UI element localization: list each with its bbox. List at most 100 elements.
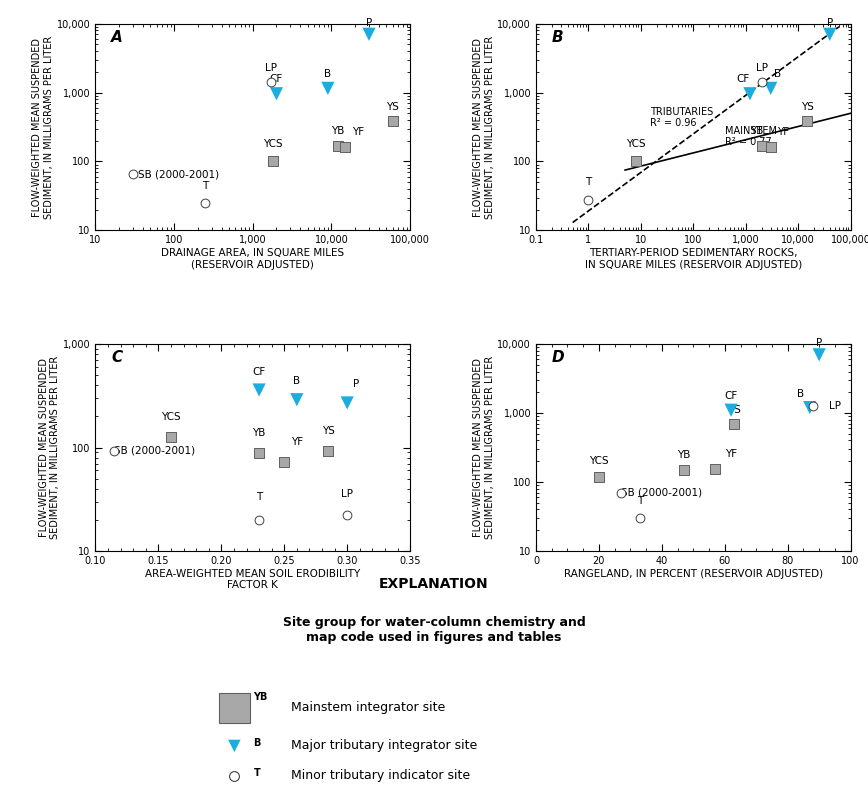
- Text: A: A: [111, 30, 123, 45]
- Point: [126, 168, 140, 181]
- Text: SB (2000-2001): SB (2000-2001): [115, 445, 195, 456]
- Point: [277, 456, 291, 468]
- Point: [708, 463, 722, 475]
- Point: [253, 513, 266, 526]
- Point: [800, 114, 814, 127]
- Point: [724, 404, 738, 416]
- Point: [290, 394, 304, 406]
- Y-axis label: FLOW-WEIGHTED MEAN SUSPENDED
SEDIMENT, IN MILLIGRAMS PER LITER: FLOW-WEIGHTED MEAN SUSPENDED SEDIMENT, I…: [32, 35, 54, 219]
- Point: [321, 445, 335, 457]
- Text: YS: YS: [322, 426, 335, 436]
- Text: YS: YS: [386, 102, 399, 112]
- Point: [362, 28, 376, 41]
- Point: [164, 431, 178, 444]
- Y-axis label: FLOW-WEIGHTED MEAN SUSPENDED
SEDIMENT, IN MILLIGRAMS PER LITER: FLOW-WEIGHTED MEAN SUSPENDED SEDIMENT, I…: [473, 35, 495, 219]
- Text: TRIBUTARIES: TRIBUTARIES: [650, 106, 713, 116]
- Text: YCS: YCS: [626, 139, 646, 150]
- Text: CF: CF: [253, 367, 266, 376]
- Text: T: T: [585, 177, 592, 187]
- Text: P: P: [826, 17, 833, 28]
- Point: [614, 486, 628, 499]
- Text: R² = 0.77: R² = 0.77: [725, 137, 772, 146]
- Text: Minor tributary indicator site: Minor tributary indicator site: [291, 769, 470, 782]
- Point: [812, 349, 826, 361]
- Text: B: B: [325, 68, 332, 79]
- X-axis label: AREA-WEIGHTED MEAN SOIL ERODIBILITY
FACTOR K: AREA-WEIGHTED MEAN SOIL ERODIBILITY FACT…: [145, 568, 360, 590]
- Text: YB: YB: [331, 125, 345, 135]
- Text: YB: YB: [750, 125, 763, 135]
- Text: D: D: [552, 350, 564, 365]
- Text: T: T: [202, 181, 208, 190]
- Point: [385, 114, 399, 127]
- Point: [764, 141, 778, 153]
- X-axis label: DRAINAGE AREA, IN SQUARE MILES
(RESERVOIR ADJUSTED): DRAINAGE AREA, IN SQUARE MILES (RESERVOI…: [161, 248, 345, 270]
- Point: [803, 401, 817, 414]
- Point: [227, 740, 241, 752]
- Bar: [219, 693, 250, 723]
- Point: [270, 87, 284, 100]
- Point: [199, 197, 213, 209]
- Point: [339, 141, 352, 153]
- Text: LP: LP: [829, 401, 840, 412]
- Text: EXPLANATION: EXPLANATION: [379, 577, 489, 591]
- Point: [592, 470, 606, 482]
- Point: [754, 76, 768, 89]
- Text: C: C: [111, 350, 122, 365]
- Point: [628, 154, 642, 167]
- Text: CF: CF: [737, 74, 750, 83]
- Text: LP: LP: [755, 64, 767, 73]
- Point: [727, 417, 741, 430]
- Text: YF: YF: [352, 127, 364, 137]
- Text: Major tributary integrator site: Major tributary integrator site: [291, 740, 477, 752]
- Point: [340, 509, 354, 522]
- Text: MAINSTEM: MAINSTEM: [725, 126, 777, 136]
- Text: Mainstem integrator site: Mainstem integrator site: [291, 700, 445, 714]
- Point: [331, 139, 345, 152]
- X-axis label: RANGELAND, IN PERCENT (RESERVOIR ADJUSTED): RANGELAND, IN PERCENT (RESERVOIR ADJUSTE…: [563, 568, 823, 578]
- Point: [266, 154, 279, 167]
- Text: YF: YF: [291, 437, 303, 446]
- Text: YB: YB: [253, 428, 266, 438]
- Point: [253, 447, 266, 460]
- Text: P: P: [816, 338, 822, 348]
- Text: LP: LP: [265, 64, 277, 73]
- Point: [677, 464, 691, 476]
- Point: [764, 82, 778, 94]
- Text: CF: CF: [725, 391, 738, 401]
- Point: [253, 384, 266, 397]
- Text: YB: YB: [253, 693, 268, 702]
- Text: CF: CF: [270, 74, 283, 84]
- Point: [264, 76, 278, 89]
- Text: P: P: [353, 379, 359, 390]
- Point: [743, 87, 757, 100]
- Point: [582, 194, 595, 206]
- Text: YS: YS: [727, 405, 740, 415]
- Y-axis label: FLOW-WEIGHTED MEAN SUSPENDED
SEDIMENT, IN MILLIGRAMS PER LITER: FLOW-WEIGHTED MEAN SUSPENDED SEDIMENT, I…: [473, 356, 495, 539]
- Text: YCS: YCS: [161, 412, 181, 423]
- Point: [823, 28, 837, 41]
- Text: T: T: [253, 767, 260, 778]
- Y-axis label: FLOW-WEIGHTED MEAN SUSPENDED
SEDIMENT, IN MILLIGRAMS PER LITER: FLOW-WEIGHTED MEAN SUSPENDED SEDIMENT, I…: [38, 356, 60, 539]
- Point: [340, 397, 354, 409]
- Text: SB (2000-2001): SB (2000-2001): [621, 488, 702, 497]
- Text: P: P: [366, 17, 372, 28]
- Text: YB: YB: [677, 449, 691, 460]
- Text: B: B: [293, 376, 300, 386]
- Text: SB (2000-2001): SB (2000-2001): [138, 169, 220, 179]
- Text: T: T: [637, 496, 643, 506]
- Text: YS: YS: [801, 102, 814, 112]
- Text: YCS: YCS: [589, 456, 608, 467]
- X-axis label: TERTIARY-PERIOD SEDIMENTARY ROCKS,
IN SQUARE MILES (RESERVOIR ADJUSTED): TERTIARY-PERIOD SEDIMENTARY ROCKS, IN SQ…: [585, 248, 802, 270]
- Text: YF: YF: [778, 127, 790, 137]
- Point: [321, 82, 335, 94]
- Text: T: T: [256, 492, 262, 501]
- Point: [806, 400, 819, 412]
- Point: [633, 512, 647, 524]
- Point: [227, 770, 241, 782]
- Text: R² = 0.96: R² = 0.96: [650, 118, 697, 127]
- Point: [108, 445, 122, 457]
- Text: B: B: [552, 30, 563, 45]
- Point: [754, 139, 768, 152]
- Text: B: B: [253, 738, 260, 748]
- Text: B: B: [774, 69, 781, 79]
